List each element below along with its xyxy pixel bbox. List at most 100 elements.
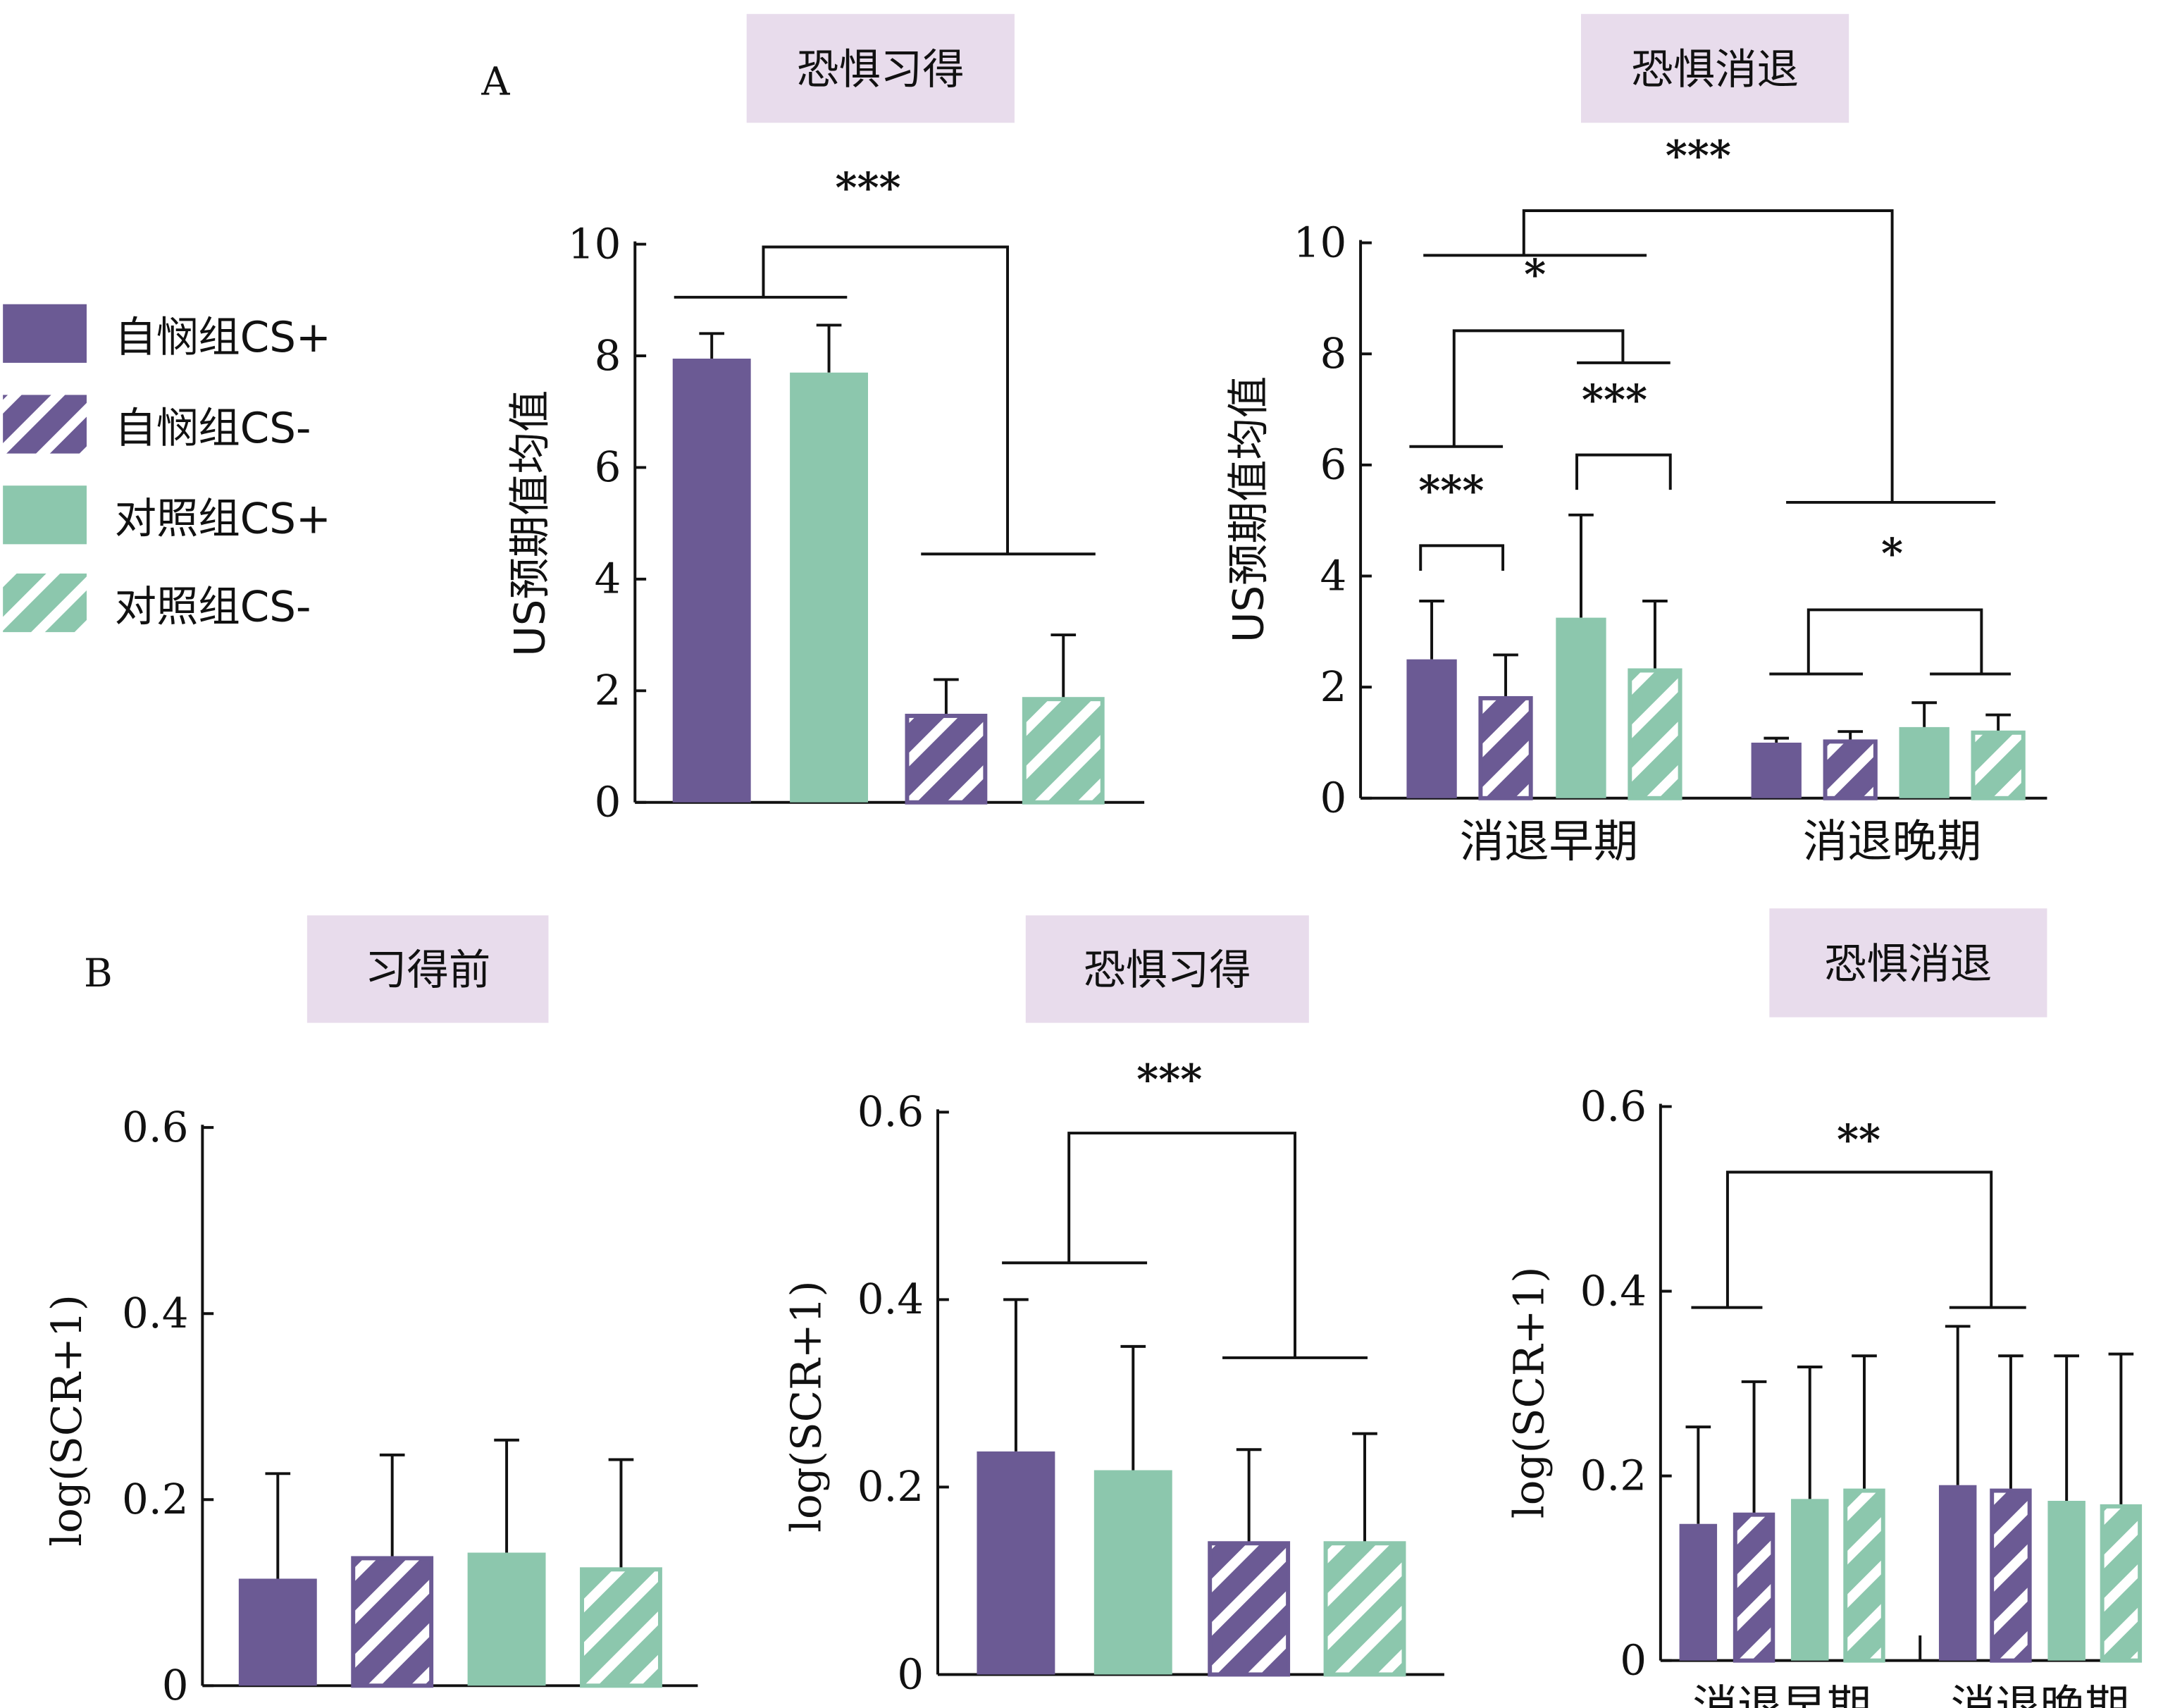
y-tick-label: 0.4 <box>1580 1267 1647 1316</box>
legend-swatch <box>3 304 87 363</box>
significance-marker: *** <box>1666 132 1731 181</box>
y-tick-label: 0.2 <box>857 1463 924 1511</box>
chart-panel-4: 恐惧习得 log(SCR+1) 0 0.2 0.4 0.6 *** <box>783 915 1444 1699</box>
y-tick-label: 4 <box>1320 552 1346 600</box>
bar <box>1406 659 1457 798</box>
y-axis-label: US预期值均值 <box>507 390 555 657</box>
significance-marker: *** <box>1418 466 1484 516</box>
bar <box>1938 1485 1977 1661</box>
y-tick-label: 0.2 <box>122 1475 188 1524</box>
chart-panel-1: 恐惧习得 US预期值均值 0 2 4 6 8 10 *** <box>507 13 1145 827</box>
chart-title: 恐惧消退 <box>1825 940 1992 989</box>
y-tick-label: 6 <box>1320 441 1346 490</box>
panel-label-a: A <box>481 60 510 105</box>
legend-swatch <box>3 395 87 454</box>
title-box <box>1025 915 1309 1023</box>
bar <box>1022 697 1105 805</box>
significance-bracket <box>1419 544 1505 571</box>
bar <box>1208 1541 1291 1677</box>
bar <box>1751 742 1802 798</box>
panel-label-b: B <box>84 951 113 996</box>
significance-marker: * <box>1524 250 1546 299</box>
y-tick-label: 2 <box>1320 663 1346 712</box>
y-tick-label: 0.4 <box>857 1275 924 1324</box>
y-tick-label: 10 <box>568 220 621 268</box>
y-tick-label: 0 <box>1620 1636 1647 1685</box>
y-axis-label: US预期值均值 <box>1225 376 1273 643</box>
significance-bracket <box>1067 1132 1296 1358</box>
y-axis-label: log(SCR+1) <box>783 1280 831 1533</box>
y-axis-label: log(SCR+1) <box>1506 1267 1554 1519</box>
bar <box>790 372 868 803</box>
significance-bracket <box>1452 329 1625 447</box>
legend-label: 对照组CS+ <box>115 495 331 544</box>
chart-panel-3: 习得前 log(SCR+1) 0 0.2 0.4 0.6 <box>43 915 698 1708</box>
bar <box>2047 1500 2085 1661</box>
y-tick-label: 10 <box>1294 218 1347 267</box>
bar <box>351 1556 434 1688</box>
bar <box>1323 1541 1406 1677</box>
significance-marker: *** <box>1582 376 1647 425</box>
y-tick-label: 0.2 <box>1580 1452 1647 1500</box>
legend-label: 对照组CS- <box>115 583 311 631</box>
x-category-label: 消退早期 <box>1460 815 1638 867</box>
y-tick-label: 4 <box>595 555 621 604</box>
significance-marker: * <box>1881 529 1903 578</box>
chart-title: 习得前 <box>365 946 490 995</box>
bar <box>580 1567 662 1688</box>
bar <box>1093 1470 1172 1675</box>
bar <box>1733 1512 1775 1663</box>
significance-bracket <box>1806 608 1983 674</box>
bar <box>1628 668 1682 800</box>
chart-panel-5: 恐惧消退 log(SCR+1) 0 0.2 0.4 0.6 消退早期 消退晚期 ** <box>1506 908 2143 1708</box>
chart-title: 恐惧习得 <box>797 46 965 94</box>
title-box <box>746 13 1015 123</box>
legend: 自悯组CS+ 自悯组CS- 对照组CS+ 对照组CS- <box>3 304 331 633</box>
bar <box>1823 739 1878 800</box>
bar <box>1478 695 1533 800</box>
y-tick-label: 8 <box>595 332 621 380</box>
y-tick-label: 8 <box>1320 330 1346 378</box>
bar <box>238 1578 317 1686</box>
bar <box>1971 730 2026 800</box>
y-tick-label: 2 <box>595 667 621 715</box>
bar <box>905 713 988 805</box>
chart-title: 恐惧消退 <box>1631 46 1799 94</box>
significance-marker: *** <box>835 163 900 213</box>
bar <box>1679 1523 1718 1661</box>
bar <box>1899 726 1950 798</box>
significance-bracket <box>1725 1170 1993 1308</box>
y-axis-label: log(SCR+1) <box>43 1294 92 1547</box>
legend-label: 自悯组CS- <box>115 404 311 453</box>
y-tick-label: 0 <box>1320 774 1346 823</box>
significance-bracket <box>762 245 1010 555</box>
bar <box>1556 617 1606 798</box>
chart-title: 恐惧习得 <box>1084 946 1251 995</box>
significance-bracket <box>1575 453 1672 490</box>
x-category-label: 消退晚期 <box>1803 815 1981 867</box>
title-box <box>1580 13 1849 123</box>
y-tick-label: 6 <box>595 443 621 492</box>
x-category-label: 消退晚期 <box>1951 1681 2129 1708</box>
legend-swatch <box>3 485 87 545</box>
significance-marker: ** <box>1837 1115 1880 1165</box>
y-tick-label: 0 <box>162 1661 189 1708</box>
title-box <box>306 915 549 1023</box>
bar <box>2100 1504 2143 1663</box>
bar <box>1843 1488 1885 1663</box>
bar <box>672 358 751 803</box>
y-tick-label: 0.4 <box>122 1289 188 1338</box>
x-category-label: 消退早期 <box>1692 1681 1871 1708</box>
bar <box>1990 1488 2032 1663</box>
y-tick-label: 0 <box>595 779 621 827</box>
bar <box>977 1451 1055 1675</box>
significance-bracket <box>1522 209 1894 502</box>
bar <box>467 1552 546 1686</box>
significance-marker: *** <box>1136 1056 1202 1105</box>
y-tick-label: 0.6 <box>857 1088 924 1137</box>
legend-label: 自悯组CS+ <box>115 314 331 362</box>
title-box <box>1769 908 2047 1017</box>
y-tick-label: 0.6 <box>1580 1082 1647 1131</box>
